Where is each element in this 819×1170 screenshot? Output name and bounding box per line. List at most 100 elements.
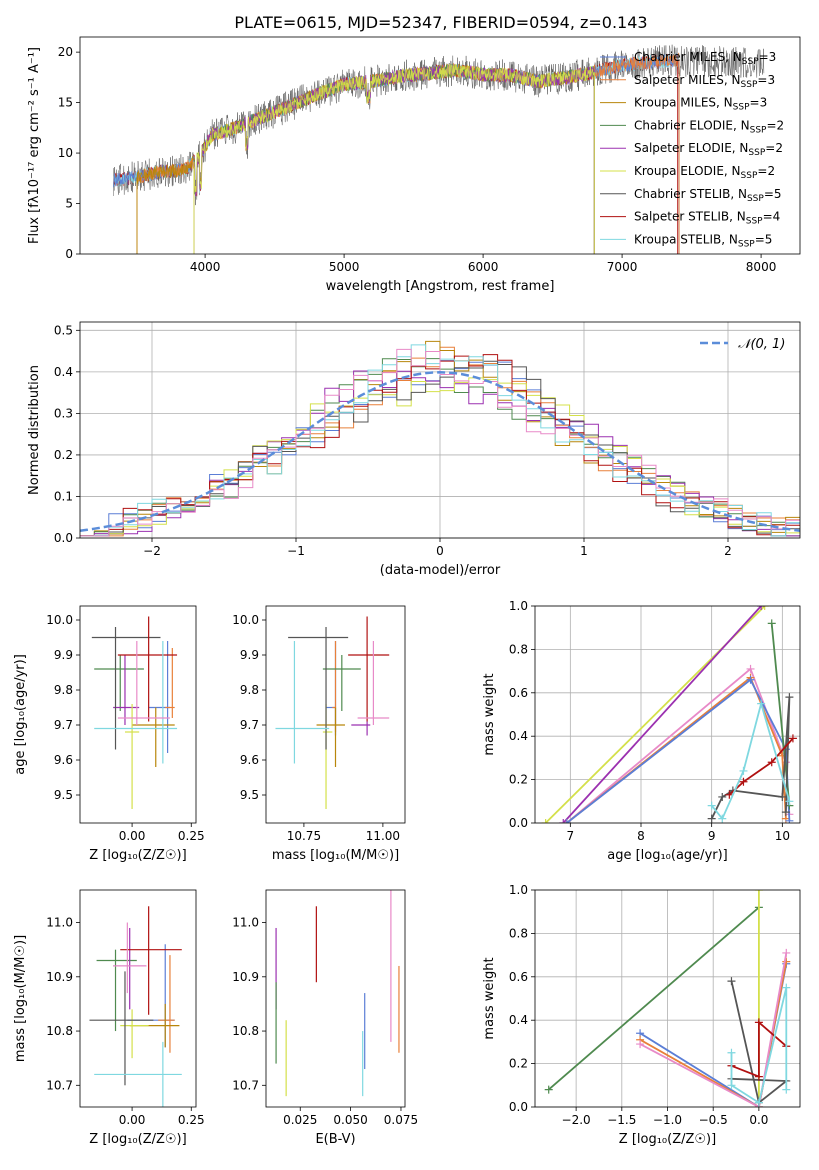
axes-frame	[265, 605, 406, 824]
legend-suffix: =3	[750, 96, 768, 110]
mass-weight-marker	[767, 619, 776, 628]
mass-weight-marker	[718, 792, 727, 801]
mass-weight-line	[731, 1020, 787, 1078]
mass-weight-marker	[781, 808, 790, 817]
normal-curve	[80, 371, 800, 532]
y-tick-label: 11.0	[46, 916, 73, 930]
y-tick-label: 9.7	[240, 718, 259, 732]
x-tick-label: 8000	[746, 260, 777, 274]
mass-weight-marker	[788, 734, 797, 743]
y-tick-label: 0	[65, 247, 73, 261]
y-tick-label: 9.5	[240, 788, 259, 802]
y-tick-label: 9.6	[54, 753, 73, 767]
mass-weight-marker	[785, 816, 794, 823]
y-tick-label: 1.0	[509, 599, 528, 613]
x-tick-label: −1.0	[653, 1113, 682, 1127]
legend-subscript: SSP	[733, 103, 750, 113]
y-tick-label: 10	[58, 146, 73, 160]
legend-label: Salpeter STELIB, NSSP=4	[634, 210, 780, 227]
mass-weight-marker	[562, 819, 571, 823]
mass-weight-marker	[541, 819, 550, 823]
y-tick-label: 0.0	[509, 1100, 528, 1114]
x-tick-label: 9	[708, 829, 716, 843]
y-tick-label: 0.3	[54, 406, 73, 420]
legend-label: Salpeter MILES, NSSP=3	[634, 73, 775, 90]
legend-label: Salpeter ELODIE, NSSP=2	[634, 141, 783, 158]
x-tick-label: 0.25	[178, 829, 205, 843]
y-tick-label: 10.7	[232, 1078, 259, 1092]
x-tick-label: 0.075	[384, 1113, 418, 1127]
legend-suffix: =3	[757, 73, 775, 87]
chart-residuals: −2 −1 0 1 2 0.0 0.1 0.2 0.3 0.4 0.5 (data-model)/er…	[27, 321, 801, 578]
x-tick-label: 0.00	[119, 829, 146, 843]
chart-massweight-vs-age: 7 8 9 10 0.0 0.2 0.4 0.6 0.8 1.0 age [log₁₀(age/yr…	[482, 599, 801, 863]
mass-weight-line	[639, 952, 788, 1107]
mass-weight-marker	[757, 699, 766, 708]
chart-spectrum: 4000 5000 6000 7000 8000 0 5 10 15 20 wavelength […	[27, 36, 801, 294]
y-tick-label: 10.9	[232, 970, 259, 984]
legend-suffix: =3	[759, 50, 777, 64]
mass-weight-line	[548, 906, 760, 1091]
x-axis-label: Z [log₁₀(Z/Z☉)]	[89, 1132, 186, 1147]
y-tick-label: 10.0	[46, 613, 73, 627]
y-tick-label: 0.1	[54, 489, 73, 503]
y-tick-label: 10.9	[46, 970, 73, 984]
x-axis-label: Z [log₁₀(Z/Z☉)]	[619, 1132, 716, 1147]
errorbar-points	[275, 616, 390, 809]
y-tick-label: 9.9	[54, 648, 73, 662]
y-tick-label: 5	[65, 197, 73, 211]
y-tick-label: 11.0	[232, 916, 259, 930]
mass-weight-marker	[757, 606, 766, 610]
mass-weight-marker	[754, 1098, 763, 1107]
legend-label: Chabrier ELODIE, NSSP=2	[634, 118, 784, 135]
legend-suffix: =2	[765, 141, 783, 155]
legend-label: Kroupa ELODIE, NSSP=2	[634, 164, 775, 181]
mass-weight-marker	[544, 1085, 553, 1094]
legend-suffix: =5	[764, 187, 782, 201]
legend-label: Kroupa STELIB, NSSP=5	[634, 232, 772, 249]
y-tick-label: 0.6	[509, 970, 528, 984]
x-tick-label: 6000	[468, 260, 499, 274]
x-tick-label: 11.00	[366, 829, 400, 843]
mass-weight-line	[710, 697, 791, 820]
legend-subscript: SSP	[741, 171, 758, 181]
x-axis-label: age [log₁₀(age/yr)]	[607, 848, 728, 863]
x-tick-label: −2.0	[562, 1113, 591, 1127]
chart-massweight-vs-Z: −2.0 −1.5 −1.0 −0.5 0.0 0.0 0.2 0.4 0.6 0.8 1.0 Z […	[482, 883, 801, 1147]
x-tick-label: 0.0	[749, 1113, 768, 1127]
legend-label: Chabrier STELIB, NSSP=5	[634, 187, 782, 204]
axes-frame	[534, 889, 801, 1108]
mass-weight-marker	[707, 801, 716, 810]
mass-weight-marker	[782, 957, 791, 966]
mass-weight-marker	[746, 664, 755, 673]
y-tick-label: 0.0	[509, 816, 528, 830]
mass-weight-marker	[760, 606, 769, 610]
chart-mass-vs-Z: 0.00 0.25 10.7 10.8 10.9 11.0 Z [log₁₀(Z/Z☉)] m…	[13, 889, 205, 1147]
x-axis-label: Z [log₁₀(Z/Z☉)]	[89, 848, 186, 863]
y-tick-label: 1.0	[509, 883, 528, 897]
x-tick-label: 10.75	[287, 829, 321, 843]
mass-weight-marker	[754, 890, 763, 894]
y-axis-label: mass weight	[482, 673, 497, 755]
mass-weight-marker	[727, 1081, 736, 1090]
y-tick-label: 0.6	[509, 686, 528, 700]
mass-weight-marker	[785, 693, 794, 702]
mass-weight-lines	[544, 890, 791, 1107]
x-tick-label: 0.050	[333, 1113, 367, 1127]
spectrum-legend: Chabrier MILES, NSSP=3 Salpeter MILES, NS…	[600, 50, 784, 249]
legend-suffix: =5	[755, 232, 773, 246]
mass-weight-marker	[718, 814, 727, 823]
axes-frame	[534, 605, 801, 824]
legend-suffix: =2	[766, 118, 784, 132]
axes-frame	[79, 321, 801, 539]
legend-label: Chabrier MILES, NSSP=3	[634, 50, 776, 67]
mass-weight-lines	[541, 606, 797, 823]
legend-subscript: SSP	[746, 217, 763, 227]
x-tick-label: 10	[775, 829, 790, 843]
spectrum-series-line	[193, 63, 595, 193]
legend-label: 𝒩(0, 1)	[738, 337, 785, 352]
legend-subscript: SSP	[738, 239, 755, 249]
legend-subscript: SSP	[741, 80, 758, 90]
